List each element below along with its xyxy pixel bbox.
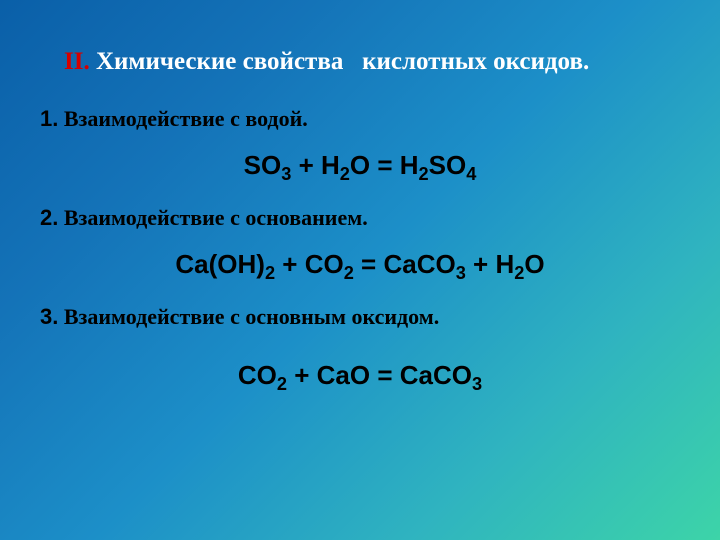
slide-title: II. Химические свойства кислотных оксидо…: [40, 48, 680, 76]
title-roman: II.: [64, 48, 90, 75]
item-2-label: 2. Взаимодействие с основанием.: [40, 205, 680, 231]
item-2-num: 2.: [40, 205, 58, 230]
formula-2: Ca(OH)2 + CO2 = CaCO3 + H2O: [40, 249, 680, 280]
item-3-text: Взаимодействие с основным оксидом: [64, 304, 434, 329]
item-3-num: 3.: [40, 304, 58, 329]
item-3-label: 3. Взаимодействие с основным оксидом.: [40, 304, 680, 330]
formula-1: SO3 + H2O = H2SO4: [40, 150, 680, 181]
item-1-text: Взаимодействие с водой: [64, 106, 302, 131]
formula-3: CO2 + CaO = CaCO3: [40, 360, 680, 391]
title-text: Химические свойства кислотных оксидов.: [96, 48, 589, 75]
item-1-label: 1. Взаимодействие с водой.: [40, 106, 680, 132]
item-2-text: Взаимодействие с основанием: [64, 205, 362, 230]
item-1-num: 1.: [40, 106, 58, 131]
